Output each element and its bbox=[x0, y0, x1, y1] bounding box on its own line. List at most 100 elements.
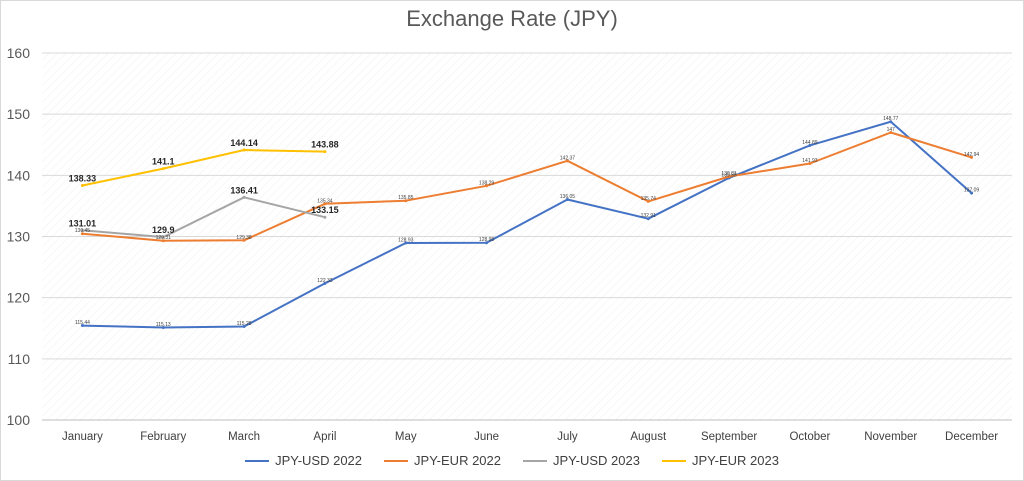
x-tick-label: January bbox=[62, 431, 103, 443]
data-point bbox=[808, 143, 812, 147]
data-label: 139.81 bbox=[721, 171, 737, 177]
y-tick-label: 140 bbox=[7, 167, 31, 183]
legend-label: JPY-USD 2022 bbox=[275, 453, 363, 468]
data-point bbox=[565, 159, 569, 163]
chart-title: Exchange Rate (JPY) bbox=[406, 6, 618, 31]
data-point bbox=[242, 325, 246, 329]
data-label: 135.34 bbox=[317, 198, 333, 204]
legend-swatch bbox=[661, 459, 686, 462]
x-tick-label: April bbox=[313, 431, 336, 443]
data-label: 139.58 bbox=[721, 172, 737, 178]
data-label: 136.41 bbox=[230, 185, 258, 195]
data-point bbox=[646, 217, 650, 221]
data-label: 142.94 bbox=[964, 152, 980, 158]
legend-item: JPY-EUR 2023 bbox=[661, 453, 779, 468]
y-tick-label: 150 bbox=[7, 106, 31, 122]
data-label: 131.01 bbox=[69, 218, 97, 228]
axes: 100 110 120 130 140 150 160 January February Marc… bbox=[7, 45, 1012, 443]
data-label: 138.33 bbox=[69, 174, 97, 184]
data-label: 141.93 bbox=[802, 158, 818, 164]
data-label: 137.09 bbox=[964, 188, 980, 194]
data-label: 129.38 bbox=[236, 235, 252, 241]
data-label: 135.85 bbox=[398, 195, 414, 201]
series-line-4 bbox=[82, 149, 325, 187]
data-point bbox=[161, 167, 165, 171]
y-tick-label: 100 bbox=[7, 412, 31, 428]
legend-swatch bbox=[523, 459, 547, 462]
data-point bbox=[808, 162, 812, 166]
data-label: 142.37 bbox=[560, 155, 576, 161]
data-label: 143.88 bbox=[311, 140, 339, 150]
legend-label: JPY-EUR 2023 bbox=[691, 453, 779, 468]
x-tick-label: August bbox=[630, 431, 667, 443]
data-point bbox=[565, 197, 569, 201]
data-point bbox=[323, 281, 327, 285]
data-point bbox=[485, 241, 489, 245]
data-label: 138.29 bbox=[479, 180, 495, 186]
data-label: 135.74 bbox=[641, 196, 657, 202]
data-point bbox=[323, 215, 327, 219]
data-label: 128.93 bbox=[398, 238, 414, 244]
x-tick-label: September bbox=[701, 431, 757, 443]
data-label: 115.28 bbox=[237, 321, 252, 327]
data-label: 141.1 bbox=[152, 157, 175, 167]
data-label: 144.89 bbox=[802, 140, 818, 146]
x-tick-label: February bbox=[140, 431, 186, 443]
legend-item: JPY-USD 2023 bbox=[523, 453, 640, 468]
data-point bbox=[161, 325, 165, 329]
data-point bbox=[323, 202, 327, 206]
series-line-3 bbox=[82, 196, 326, 239]
x-tick-label: October bbox=[789, 431, 830, 443]
data-label: 115.13 bbox=[156, 322, 171, 328]
data-point bbox=[80, 184, 84, 188]
data-point bbox=[970, 191, 974, 195]
chart-legend: JPY-USD 2022 JPY-EUR 2022 JPY-USD 2023 JPY-… bbox=[0, 453, 1024, 468]
data-label: 136.05 bbox=[560, 194, 576, 200]
data-label: 128.98 bbox=[479, 237, 495, 243]
data-point bbox=[242, 148, 246, 152]
legend-swatch bbox=[384, 459, 409, 462]
y-tick-label: 130 bbox=[7, 229, 31, 245]
data-labels: 115.44 115.13 115.28 122.33 128.93 128.98 136.… bbox=[69, 116, 980, 328]
data-point bbox=[646, 199, 650, 203]
data-point bbox=[161, 239, 165, 243]
series-line-2 bbox=[82, 131, 972, 242]
x-tick-label: July bbox=[557, 431, 578, 443]
data-point bbox=[404, 241, 408, 245]
data-label: 148.77 bbox=[883, 116, 899, 122]
data-point bbox=[485, 184, 489, 188]
data-label: 115.44 bbox=[75, 320, 90, 326]
data-label: 129.31 bbox=[156, 235, 172, 241]
y-tick-label: 110 bbox=[8, 351, 31, 367]
data-point bbox=[323, 150, 327, 154]
data-point bbox=[242, 238, 246, 242]
data-point bbox=[970, 155, 974, 159]
x-tick-label: May bbox=[395, 431, 417, 443]
legend-label: JPY-USD 2023 bbox=[553, 453, 640, 468]
data-label: 147 bbox=[887, 127, 896, 133]
data-label: 132.91 bbox=[641, 213, 657, 219]
x-tick-label: March bbox=[228, 431, 260, 443]
data-label: 133.15 bbox=[311, 205, 339, 215]
data-point bbox=[80, 228, 84, 232]
data-label: 122.33 bbox=[317, 278, 333, 284]
data-point bbox=[404, 199, 408, 203]
legend-item: JPY-EUR 2022 bbox=[384, 453, 501, 468]
series-line-1 bbox=[82, 120, 973, 329]
data-label: 129.9 bbox=[152, 225, 175, 235]
x-tick-label: December bbox=[945, 431, 998, 443]
data-point bbox=[80, 324, 84, 328]
legend-swatch bbox=[245, 459, 270, 462]
y-tick-label: 120 bbox=[7, 290, 31, 306]
data-label: 144.14 bbox=[230, 138, 258, 148]
x-tick-label: June bbox=[474, 431, 499, 443]
series-lines bbox=[80, 120, 974, 329]
data-point bbox=[242, 195, 246, 199]
data-point bbox=[80, 232, 84, 236]
data-point bbox=[161, 235, 165, 239]
legend-label: JPY-EUR 2022 bbox=[414, 453, 501, 468]
y-tick-label: 160 bbox=[7, 45, 31, 61]
data-point bbox=[889, 131, 893, 135]
data-point bbox=[889, 120, 893, 124]
